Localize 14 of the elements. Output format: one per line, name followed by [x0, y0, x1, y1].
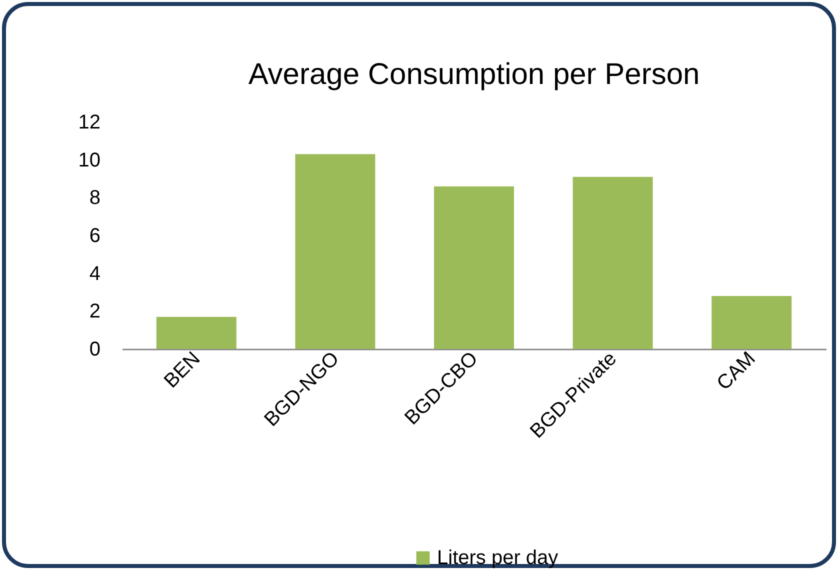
y-tick-label: 4 — [89, 262, 100, 285]
y-tick-label: 10 — [78, 149, 100, 172]
bar — [434, 186, 514, 349]
y-tick-label: 6 — [89, 225, 100, 247]
y-tick-label: 12 — [78, 112, 100, 134]
y-tick-label: 2 — [89, 300, 100, 323]
chart-title: Average Consumption per Person — [248, 58, 700, 91]
bar — [156, 316, 236, 349]
bar — [572, 176, 653, 349]
bar — [712, 296, 792, 349]
legend-label: Liters per day — [437, 547, 558, 569]
bar — [295, 154, 376, 349]
y-tick-label: 0 — [89, 338, 100, 360]
y-tick-label: 8 — [89, 187, 100, 210]
